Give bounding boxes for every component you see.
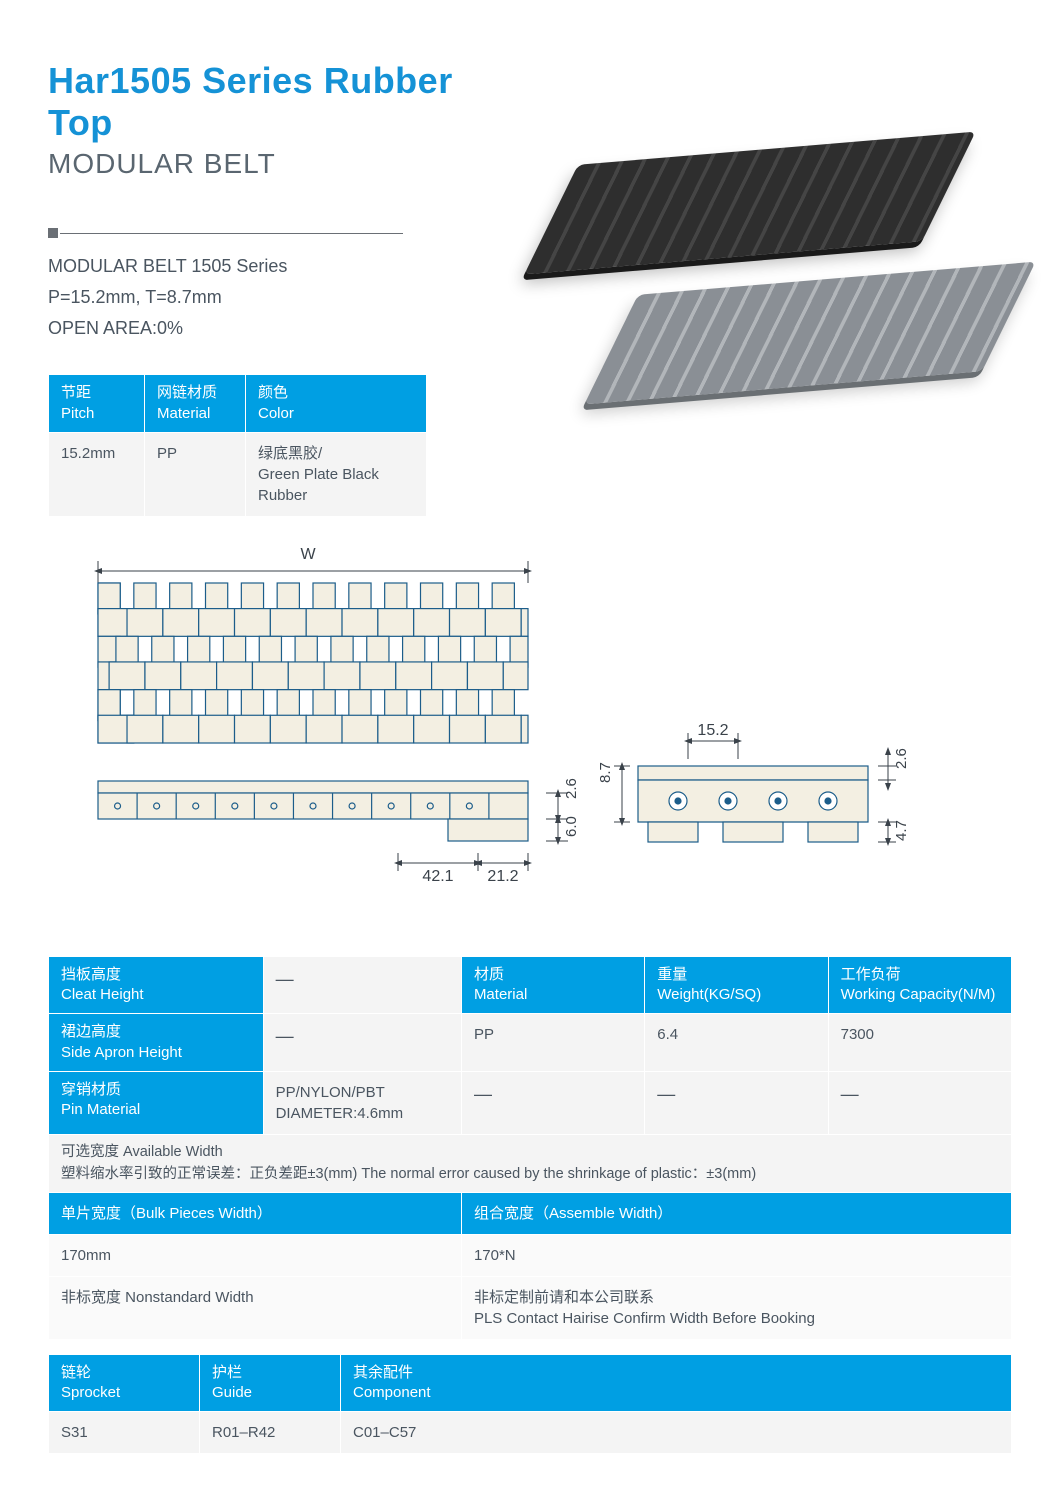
- width-header-row: 单片宽度（Bulk Pieces Width） 组合宽度（Assemble Wi…: [49, 1193, 1011, 1234]
- dim-W: W: [300, 546, 316, 563]
- belt-render-light: [584, 262, 1035, 405]
- table-row: S31 R01–R42 C01–C57: [49, 1412, 1011, 1453]
- spec-line: P=15.2mm, T=8.7mm: [48, 283, 488, 312]
- dim-2.6: 2.6: [563, 778, 580, 799]
- dim-21.2: 21.2: [487, 868, 518, 885]
- table-header: 材质Material: [462, 957, 644, 1014]
- table-header: 挡板高度Cleat Height: [49, 957, 263, 1014]
- spec-line: MODULAR BELT 1505 Series: [48, 252, 488, 281]
- specs-table: 挡板高度Cleat Height — 材质Material 重量Weight(K…: [48, 956, 1012, 1340]
- dim-8.7: 8.7: [597, 762, 614, 783]
- table-header: 其余配件Component: [341, 1355, 1011, 1412]
- table-header: 链轮Sprocket: [49, 1355, 199, 1412]
- table-header: 穿销材质Pin Material: [49, 1072, 263, 1134]
- note-row: 可选宽度 Available Width 塑料缩水率引致的正常误差：正负差距±3…: [49, 1135, 1011, 1192]
- table-header: 重量Weight(KG/SQ): [645, 957, 827, 1014]
- table-header: 工作负荷Working Capacity(N/M): [829, 957, 1011, 1014]
- belt-render-dark: [524, 132, 975, 275]
- dim-42.1: 42.1: [422, 868, 453, 885]
- dim-15.2: 15.2: [697, 722, 728, 739]
- table-header: 颜色Color: [246, 375, 426, 432]
- table-cell: —: [264, 957, 461, 1014]
- table-header: 护栏Guide: [200, 1355, 340, 1412]
- table-row: 170mm 170*N: [49, 1235, 1011, 1276]
- table-header: 网链材质Material: [145, 375, 245, 432]
- spec-line: OPEN AREA:0%: [48, 314, 488, 343]
- table-header: 节距Pitch: [49, 375, 144, 432]
- table-header: 裙边高度Side Apron Height: [49, 1014, 263, 1071]
- section-divider: [48, 228, 403, 238]
- pitch-material-table: 节距Pitch 网链材质Material 颜色Color 15.2mm PP 绿…: [48, 374, 427, 517]
- components-table: 链轮Sprocket 护栏Guide 其余配件Component S31 R01…: [48, 1354, 1012, 1455]
- page-subtitle: MODULAR BELT: [48, 148, 488, 180]
- product-render: [530, 128, 970, 448]
- dim-4.7: 4.7: [893, 820, 910, 841]
- table-row: 非标宽度 Nonstandard Width 非标定制前请和本公司联系 PLS …: [49, 1277, 1011, 1339]
- table-row: 裙边高度Side Apron Height — PP 6.4 7300: [49, 1014, 1011, 1071]
- spec-block: MODULAR BELT 1505 Series P=15.2mm, T=8.7…: [48, 252, 488, 342]
- page-title: Har1505 Series Rubber Top: [48, 60, 488, 144]
- table-row: 穿销材质Pin Material PP/NYLON/PBT DIAMETER:4…: [49, 1072, 1011, 1134]
- dim-2.6b: 2.6: [893, 748, 910, 769]
- table-row: 15.2mm PP 绿底黑胶/ Green Plate Black Rubber: [49, 433, 426, 516]
- dim-6.0: 6.0: [563, 816, 580, 837]
- technical-diagram: W 42.1 21.2 2.6 6.0: [48, 541, 1012, 926]
